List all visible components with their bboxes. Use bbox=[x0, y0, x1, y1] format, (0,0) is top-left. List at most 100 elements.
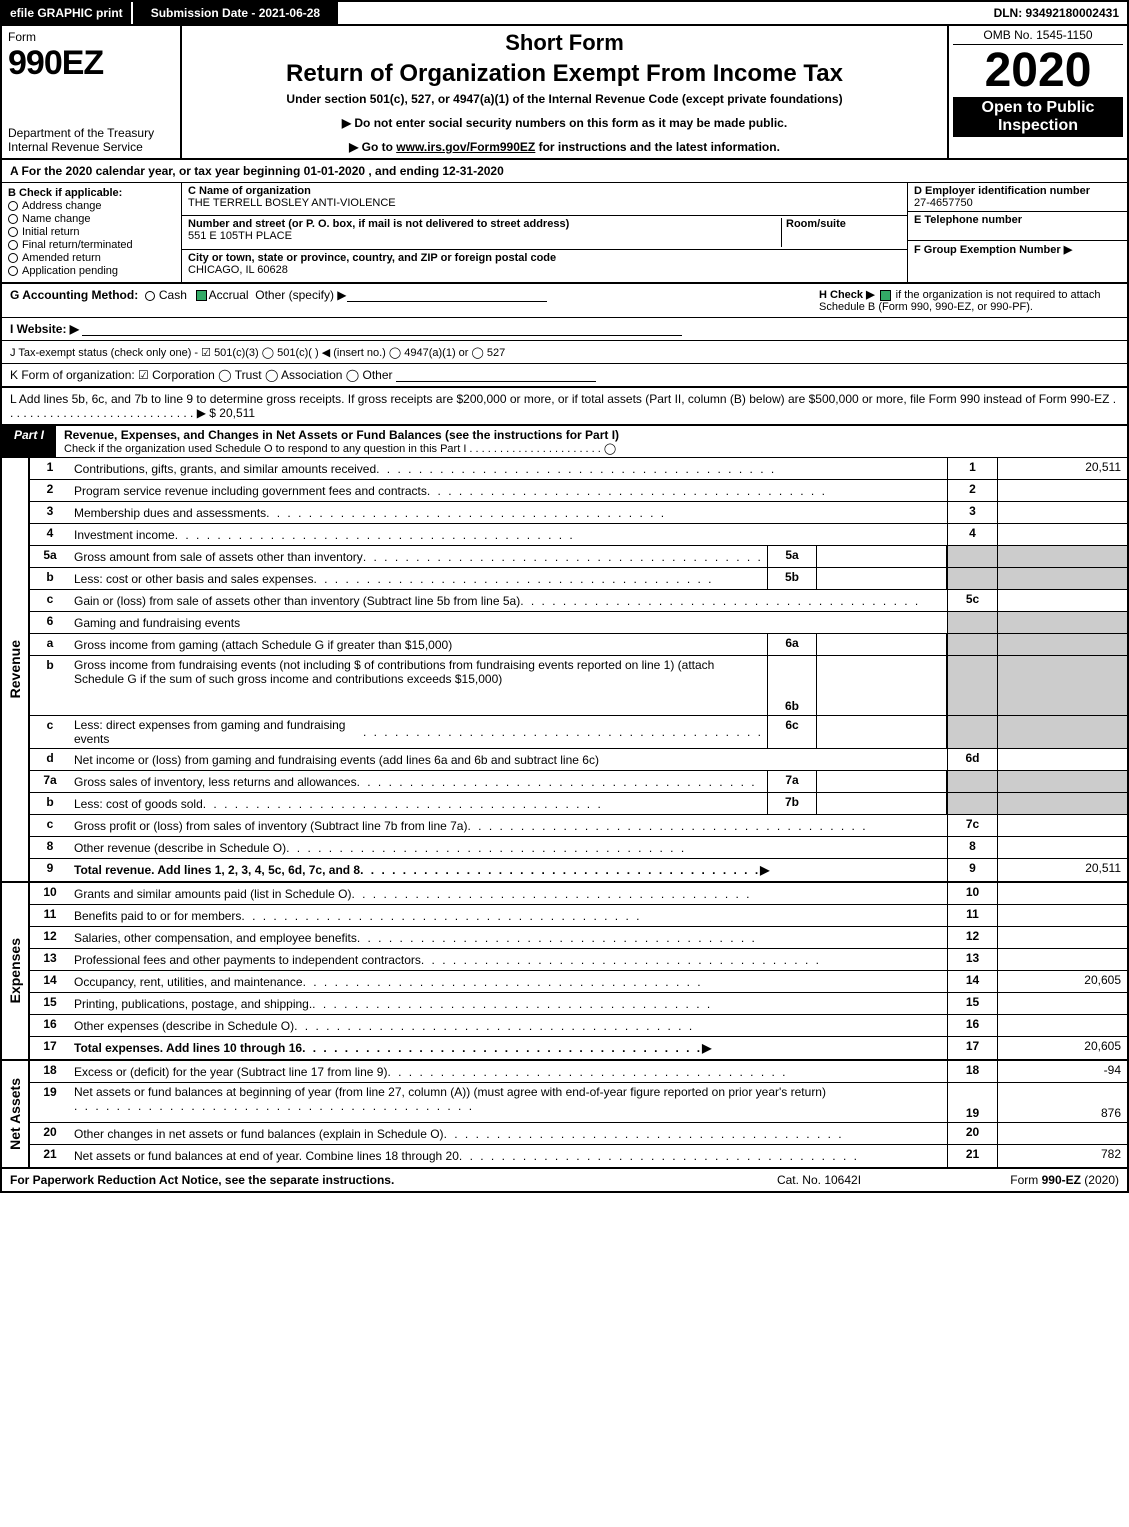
line-9: 9 Total revenue. Add lines 1, 2, 3, 4, 5… bbox=[30, 859, 1127, 881]
k-line: K Form of organization: ☑ Corporation ◯ … bbox=[2, 364, 1127, 388]
line-12: 12 Salaries, other compensation, and emp… bbox=[30, 927, 1127, 949]
line-6d: d Net income or (loss) from gaming and f… bbox=[30, 749, 1127, 771]
header-right: OMB No. 1545-1150 2020 Open to Public In… bbox=[947, 26, 1127, 158]
line-10: 10 Grants and similar amounts paid (list… bbox=[30, 883, 1127, 905]
section-b: B Check if applicable: Address change Na… bbox=[2, 183, 182, 282]
line-21: 21 Net assets or fund balances at end of… bbox=[30, 1145, 1127, 1167]
line-14-amount: 20,605 bbox=[997, 971, 1127, 992]
line-7c: c Gross profit or (loss) from sales of i… bbox=[30, 815, 1127, 837]
part1-tag: Part I bbox=[2, 426, 56, 457]
g-h-line: G Accounting Method: Cash Accrual Other … bbox=[2, 284, 1127, 318]
ssn-note: ▶ Do not enter social security numbers o… bbox=[190, 116, 939, 130]
meta-block: B Check if applicable: Address change Na… bbox=[2, 183, 1127, 284]
form-label: Form bbox=[8, 30, 174, 44]
line-5c: c Gain or (loss) from sale of assets oth… bbox=[30, 590, 1127, 612]
line-7a: 7a Gross sales of inventory, less return… bbox=[30, 771, 1127, 793]
l-val: $ 20,511 bbox=[209, 406, 255, 420]
paperwork-notice: For Paperwork Reduction Act Notice, see … bbox=[10, 1173, 719, 1187]
short-form-title: Short Form bbox=[190, 30, 939, 56]
check-application-pending[interactable]: Application pending bbox=[8, 265, 175, 277]
instructions-link[interactable]: www.irs.gov/Form990EZ bbox=[396, 140, 535, 154]
netassets-side-label: Net Assets bbox=[2, 1061, 30, 1167]
l-text: L Add lines 5b, 6c, and 7b to line 9 to … bbox=[10, 392, 1116, 420]
form-ref: Form 990-EZ (2020) bbox=[919, 1173, 1119, 1187]
dept-treasury: Department of the Treasury bbox=[8, 126, 174, 140]
ein-val: 27-4657750 bbox=[914, 197, 1121, 209]
line-6b: b Gross income from fundraising events (… bbox=[30, 656, 1127, 716]
form-page: efile GRAPHIC print Submission Date - 20… bbox=[0, 0, 1129, 1193]
city-val: CHICAGO, IL 60628 bbox=[188, 264, 901, 276]
netassets-section: Net Assets 18 Excess or (deficit) for th… bbox=[2, 1061, 1127, 1167]
header-mid: Short Form Return of Organization Exempt… bbox=[182, 26, 947, 158]
line-7b: b Less: cost of goods sold 7b bbox=[30, 793, 1127, 815]
cash-radio[interactable] bbox=[145, 291, 155, 301]
h-label: H Check ▶ bbox=[819, 289, 875, 301]
j-line: J Tax-exempt status (check only one) - ☑… bbox=[2, 341, 1127, 364]
room-label: Room/suite bbox=[786, 218, 901, 230]
line-8: 8 Other revenue (describe in Schedule O)… bbox=[30, 837, 1127, 859]
city-label: City or town, state or province, country… bbox=[188, 252, 901, 264]
line-21-amount: 782 bbox=[997, 1145, 1127, 1167]
tax-year: 2020 bbox=[953, 47, 1123, 95]
other-specify-input[interactable] bbox=[347, 288, 547, 302]
line-14: 14 Occupancy, rent, utilities, and maint… bbox=[30, 971, 1127, 993]
part1-title: Revenue, Expenses, and Changes in Net As… bbox=[56, 426, 1127, 457]
section-c: C Name of organization THE TERRELL BOSLE… bbox=[182, 183, 907, 282]
irs-label: Internal Revenue Service bbox=[8, 140, 174, 154]
website-input[interactable] bbox=[82, 322, 682, 336]
section-b-title: B Check if applicable: bbox=[8, 187, 175, 199]
line-18-amount: -94 bbox=[997, 1061, 1127, 1082]
i-label: I Website: ▶ bbox=[10, 322, 79, 336]
omb-number: OMB No. 1545-1150 bbox=[953, 28, 1123, 45]
top-bar: efile GRAPHIC print Submission Date - 20… bbox=[2, 2, 1127, 26]
instructions-link-line: ▶ Go to www.irs.gov/Form990EZ for instru… bbox=[190, 140, 939, 154]
line-9-amount: 20,511 bbox=[997, 859, 1127, 881]
line-16: 16 Other expenses (describe in Schedule … bbox=[30, 1015, 1127, 1037]
addr-val: 551 E 105TH PLACE bbox=[188, 230, 781, 242]
submission-date: Submission Date - 2021-06-28 bbox=[131, 2, 340, 24]
check-amended-return[interactable]: Amended return bbox=[8, 252, 175, 264]
subtitle: Under section 501(c), 527, or 4947(a)(1)… bbox=[190, 92, 939, 106]
line-6c: c Less: direct expenses from gaming and … bbox=[30, 716, 1127, 749]
check-name-change[interactable]: Name change bbox=[8, 213, 175, 225]
f-label: F Group Exemption Number ▶ bbox=[914, 243, 1121, 256]
expenses-section: Expenses 10 Grants and similar amounts p… bbox=[2, 883, 1127, 1061]
line-1: 1 Contributions, gifts, grants, and simi… bbox=[30, 458, 1127, 480]
dln: DLN: 93492180002431 bbox=[986, 2, 1127, 24]
i-line: I Website: ▶ bbox=[2, 318, 1127, 341]
line-17: 17 Total expenses. Add lines 10 through … bbox=[30, 1037, 1127, 1059]
line-1-amount: 20,511 bbox=[997, 458, 1127, 479]
line-4: 4 Investment income 4 bbox=[30, 524, 1127, 546]
revenue-section: Revenue 1 Contributions, gifts, grants, … bbox=[2, 458, 1127, 883]
check-initial-return[interactable]: Initial return bbox=[8, 226, 175, 238]
other-label: Other (specify) ▶ bbox=[255, 288, 346, 302]
line-18: 18 Excess or (deficit) for the year (Sub… bbox=[30, 1061, 1127, 1083]
accrual-check[interactable] bbox=[196, 290, 207, 301]
line-2: 2 Program service revenue including gove… bbox=[30, 480, 1127, 502]
line-11: 11 Benefits paid to or for members 11 bbox=[30, 905, 1127, 927]
line-5a: 5a Gross amount from sale of assets othe… bbox=[30, 546, 1127, 568]
d-label: D Employer identification number bbox=[914, 185, 1121, 197]
addr-label: Number and street (or P. O. box, if mail… bbox=[188, 218, 781, 230]
line-19-amount: 876 bbox=[997, 1083, 1127, 1122]
check-final-return[interactable]: Final return/terminated bbox=[8, 239, 175, 251]
cat-no: Cat. No. 10642I bbox=[719, 1173, 919, 1187]
open-inspection: Open to Public Inspection bbox=[953, 97, 1123, 137]
k-other-input[interactable] bbox=[396, 368, 596, 382]
efile-label[interactable]: efile GRAPHIC print bbox=[2, 2, 131, 24]
h-check[interactable] bbox=[880, 290, 891, 301]
check-address-change[interactable]: Address change bbox=[8, 200, 175, 212]
period-line: A For the 2020 calendar year, or tax yea… bbox=[2, 160, 1127, 183]
l-line: L Add lines 5b, 6c, and 7b to line 9 to … bbox=[2, 388, 1127, 426]
line-13: 13 Professional fees and other payments … bbox=[30, 949, 1127, 971]
page-footer: For Paperwork Reduction Act Notice, see … bbox=[2, 1167, 1127, 1191]
j-text: J Tax-exempt status (check only one) - ☑… bbox=[10, 347, 505, 359]
line-19: 19 Net assets or fund balances at beginn… bbox=[30, 1083, 1127, 1123]
line-5b: b Less: cost or other basis and sales ex… bbox=[30, 568, 1127, 590]
k-text: K Form of organization: ☑ Corporation ◯ … bbox=[10, 368, 393, 382]
c-label: C Name of organization bbox=[188, 185, 901, 197]
line-15: 15 Printing, publications, postage, and … bbox=[30, 993, 1127, 1015]
e-label: E Telephone number bbox=[914, 214, 1121, 226]
header-left: Form 990EZ Department of the Treasury In… bbox=[2, 26, 182, 158]
form-number: 990EZ bbox=[8, 44, 174, 83]
